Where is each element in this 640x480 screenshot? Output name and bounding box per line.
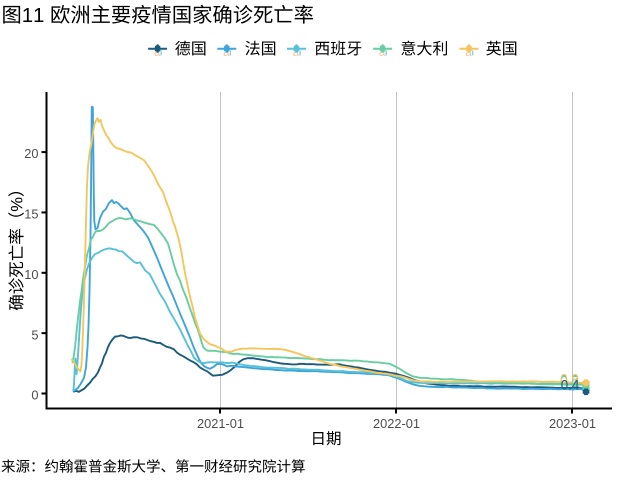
svg-text:0.9: 0.9 bbox=[560, 371, 579, 386]
svg-text:5: 5 bbox=[31, 327, 38, 342]
svg-text:0.4: 0.4 bbox=[561, 377, 580, 392]
svg-text:0.7: 0.7 bbox=[560, 374, 579, 389]
svg-text:a: a bbox=[293, 47, 300, 59]
svg-text:10: 10 bbox=[24, 267, 38, 282]
svg-text:a: a bbox=[465, 47, 472, 59]
svg-text:20: 20 bbox=[24, 146, 38, 161]
svg-text:0: 0 bbox=[31, 388, 38, 403]
svg-text:a: a bbox=[223, 47, 230, 59]
svg-text:a: a bbox=[154, 47, 161, 59]
svg-text:0.8: 0.8 bbox=[560, 373, 579, 388]
svg-text:2023-01: 2023-01 bbox=[549, 416, 596, 431]
svg-text:2021-01: 2021-01 bbox=[197, 416, 244, 431]
svg-text:a: a bbox=[379, 47, 386, 59]
svg-text:15: 15 bbox=[24, 207, 38, 222]
svg-text:2022-01: 2022-01 bbox=[373, 416, 420, 431]
